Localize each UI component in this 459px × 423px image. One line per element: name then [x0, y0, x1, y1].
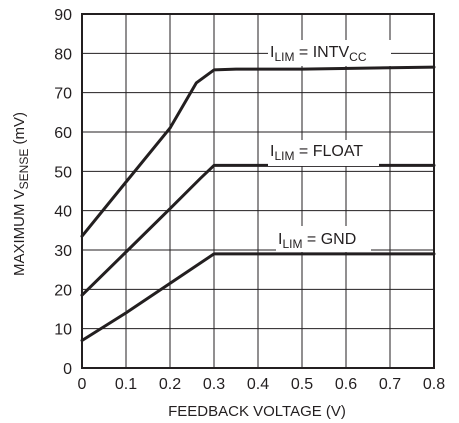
curves	[80, 65, 436, 342]
x-tick-label: 0.4	[247, 376, 269, 393]
y-axis-title: MAXIMUM VSENSE (mV)	[11, 112, 31, 276]
curve-label-text: = FLOAT	[294, 143, 363, 160]
y-axis-title-main: MAXIMUM V	[11, 189, 28, 276]
curve-label-background	[268, 40, 391, 66]
grid	[81, 13, 435, 369]
x-tick-label: 0.6	[335, 376, 357, 393]
y-tick-label: 80	[54, 46, 72, 63]
x-tick-label: 0	[78, 376, 87, 393]
curve-label-background	[276, 226, 371, 252]
curve-label-i: I	[270, 143, 274, 160]
y-tick-label: 50	[54, 164, 72, 181]
curve-label-sub-2: CC	[349, 50, 367, 64]
y-tick-labels: 0 10 20 30 40 50 60 70 80 90	[54, 7, 72, 378]
curve-line-1	[80, 65, 436, 238]
curve-label-text: = GND	[302, 231, 356, 248]
curve-line-2	[80, 163, 436, 297]
curve-label-text: = INTV	[294, 44, 349, 61]
y-axis-title-sub: SENSE	[17, 149, 31, 190]
x-tick-label: 0.1	[115, 376, 137, 393]
y-tick-label: 70	[54, 86, 72, 103]
curve-label-3: ILIM = GND	[278, 231, 356, 251]
curve-label-background	[268, 140, 379, 166]
y-tick-label: 30	[54, 243, 72, 260]
curve-label-i: I	[270, 44, 274, 61]
y-tick-label: 20	[54, 282, 72, 299]
x-tick-label: 0.8	[423, 376, 445, 393]
x-axis-title: FEEDBACK VOLTAGE (V)	[168, 403, 346, 420]
curve-label-sub: LIM	[274, 149, 294, 163]
x-tick-label: 0.7	[379, 376, 401, 393]
y-tick-label: 0	[63, 361, 72, 378]
y-tick-label: 10	[54, 322, 72, 339]
plot-frame	[81, 13, 435, 369]
y-tick-label: 90	[54, 7, 72, 24]
x-tick-label: 0.5	[291, 376, 313, 393]
x-tick-label: 0.3	[203, 376, 225, 393]
curve-label-sub: LIM	[274, 50, 294, 64]
curve-label-1: ILIM = INTVCC	[270, 44, 367, 64]
curve-label-sub: LIM	[282, 237, 302, 251]
curve-label-2: ILIM = FLOAT	[270, 143, 363, 163]
x-tick-label: 0.2	[159, 376, 181, 393]
curve-line-3	[80, 252, 436, 342]
curve-label-i: I	[278, 231, 282, 248]
y-axis-title-unit: (mV)	[11, 112, 28, 149]
y-tick-label: 60	[54, 125, 72, 142]
y-tick-label: 40	[54, 204, 72, 221]
x-tick-labels: 0 0.1 0.2 0.3 0.4 0.5 0.6 0.7 0.8	[78, 376, 446, 393]
